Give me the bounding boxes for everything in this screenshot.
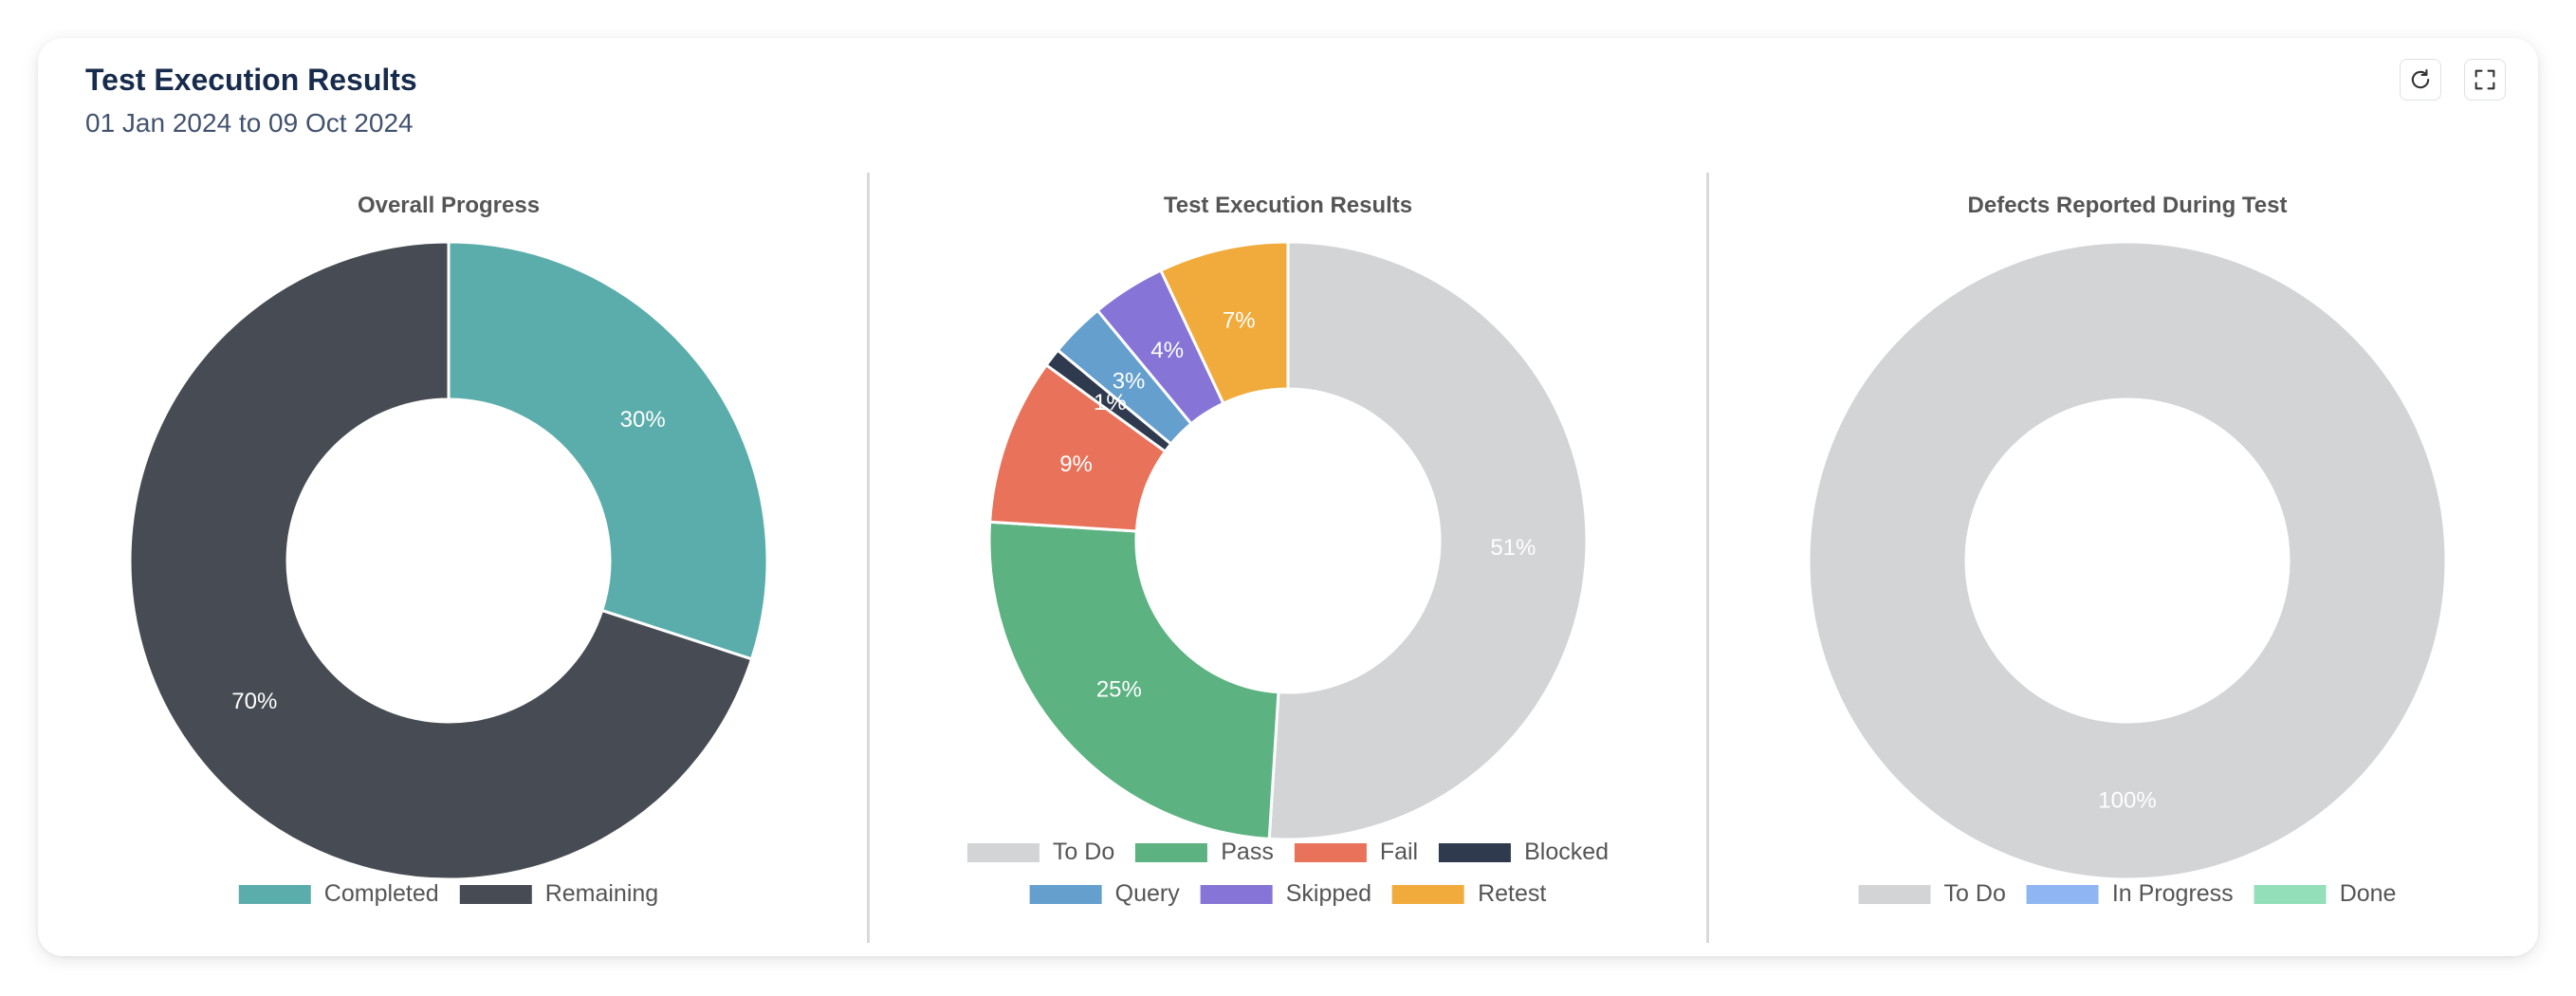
legend-label: Completed: [323, 880, 439, 907]
card-title: Test Execution Results: [85, 63, 417, 97]
legend-item-completed[interactable]: Completed: [238, 880, 439, 908]
legend-row: To Do Pass Fail Blocked: [957, 839, 1619, 866]
legend-label: In Progress: [2111, 880, 2234, 907]
overall-progress-label-completed: 30%: [620, 407, 666, 433]
legend-label: Retest: [1478, 880, 1547, 907]
legend-item-skipped[interactable]: Skipped: [1200, 880, 1372, 908]
refresh-icon: [2411, 69, 2430, 89]
overall-progress-chart: 30% 70%: [128, 240, 769, 881]
test-execution-results-slice-retest[interactable]: [1158, 240, 1290, 406]
test-execution-results-label-blocked: 1%: [1094, 390, 1127, 415]
test-execution-results-label-query: 3%: [1113, 369, 1146, 395]
legend-item-remaining[interactable]: Remaining: [459, 880, 659, 908]
test-execution-results-label-retest: 7%: [1223, 308, 1256, 334]
refresh-button[interactable]: [2400, 59, 2441, 101]
test-execution-results-label-to-do: 51%: [1490, 535, 1536, 561]
test-execution-results-label-skipped: 4%: [1150, 338, 1184, 363]
legend-swatch: [1439, 842, 1512, 862]
legend-item-in-progress[interactable]: In Progress: [2026, 880, 2234, 908]
legend-item-blocked[interactable]: Blocked: [1439, 839, 1609, 866]
defects-reported-during-test-slice-to-do[interactable]: [1807, 240, 2448, 881]
legend-swatch: [966, 842, 1040, 862]
legend-label: Skipped: [1285, 880, 1372, 907]
execution-results-title: Test Execution Results: [1163, 193, 1413, 218]
defects-title: Defects Reported During Test: [1967, 193, 2288, 218]
fullscreen-icon: [2475, 69, 2495, 90]
legend-swatch: [1858, 884, 1931, 904]
date-range: 01 Jan 2024 to 09 Oct 2024: [85, 108, 414, 138]
fullscreen-button[interactable]: [2464, 59, 2506, 101]
legend-label: To Do: [1943, 880, 2006, 907]
legend-item-pass[interactable]: Pass: [1135, 839, 1274, 866]
legend-item-to-do[interactable]: To Do: [966, 839, 1115, 866]
overall-progress-title: Overall Progress: [357, 193, 541, 218]
legend-swatch: [1200, 884, 1273, 904]
legend-item-retest[interactable]: Retest: [1392, 880, 1546, 908]
legend-row: Query Skipped Retest: [1020, 880, 1557, 908]
test-execution-results-label-pass: 25%: [1096, 677, 1142, 703]
legend-swatch: [1294, 842, 1367, 862]
legend-label: Fail: [1379, 839, 1419, 865]
legend-label: Remaining: [544, 880, 659, 907]
legend-swatch: [238, 884, 311, 904]
overall-progress-slice-remaining[interactable]: [128, 240, 754, 881]
legend-swatch: [2026, 884, 2099, 904]
legend-label: Pass: [1221, 839, 1274, 865]
test-execution-card: Test Execution Results 01 Jan 2024 to 09…: [38, 38, 2538, 956]
legend-swatch: [1029, 884, 1102, 904]
legend-swatch: [1392, 884, 1465, 904]
test-execution-results-label-fail: 9%: [1059, 452, 1093, 477]
test-execution-results-slice-pass[interactable]: [987, 520, 1280, 840]
legend-item-fail[interactable]: Fail: [1294, 839, 1419, 866]
overall-progress-label-remaining: 70%: [231, 689, 277, 714]
legend-item-to-do[interactable]: To Do: [1858, 880, 2006, 908]
defects-reported-during-test-label-to-do: 100%: [2098, 788, 2156, 814]
legend-swatch: [1135, 842, 1208, 862]
legend-label: To Do: [1052, 839, 1115, 865]
panel-divider: [867, 173, 870, 943]
legend-item-done[interactable]: Done: [2254, 880, 2397, 908]
legend-swatch: [2254, 884, 2327, 904]
legend-label: Blocked: [1524, 839, 1610, 865]
legend-label: Done: [2339, 880, 2397, 907]
execution-results-chart: 51% 25% 9% 1%3%4% 7%: [987, 240, 1589, 841]
legend-item-query[interactable]: Query: [1029, 880, 1180, 908]
defects-chart: 100%: [1807, 240, 2448, 881]
test-execution-results-slice-to-do[interactable]: [1267, 240, 1589, 841]
legend-row: Completed Remaining: [229, 880, 669, 908]
overall-progress-slice-completed[interactable]: [447, 240, 769, 661]
panel-divider: [1706, 173, 1709, 943]
legend-swatch: [459, 884, 532, 904]
legend-label: Query: [1114, 880, 1180, 907]
legend-row: To Do In Progress Done: [1849, 880, 2407, 908]
